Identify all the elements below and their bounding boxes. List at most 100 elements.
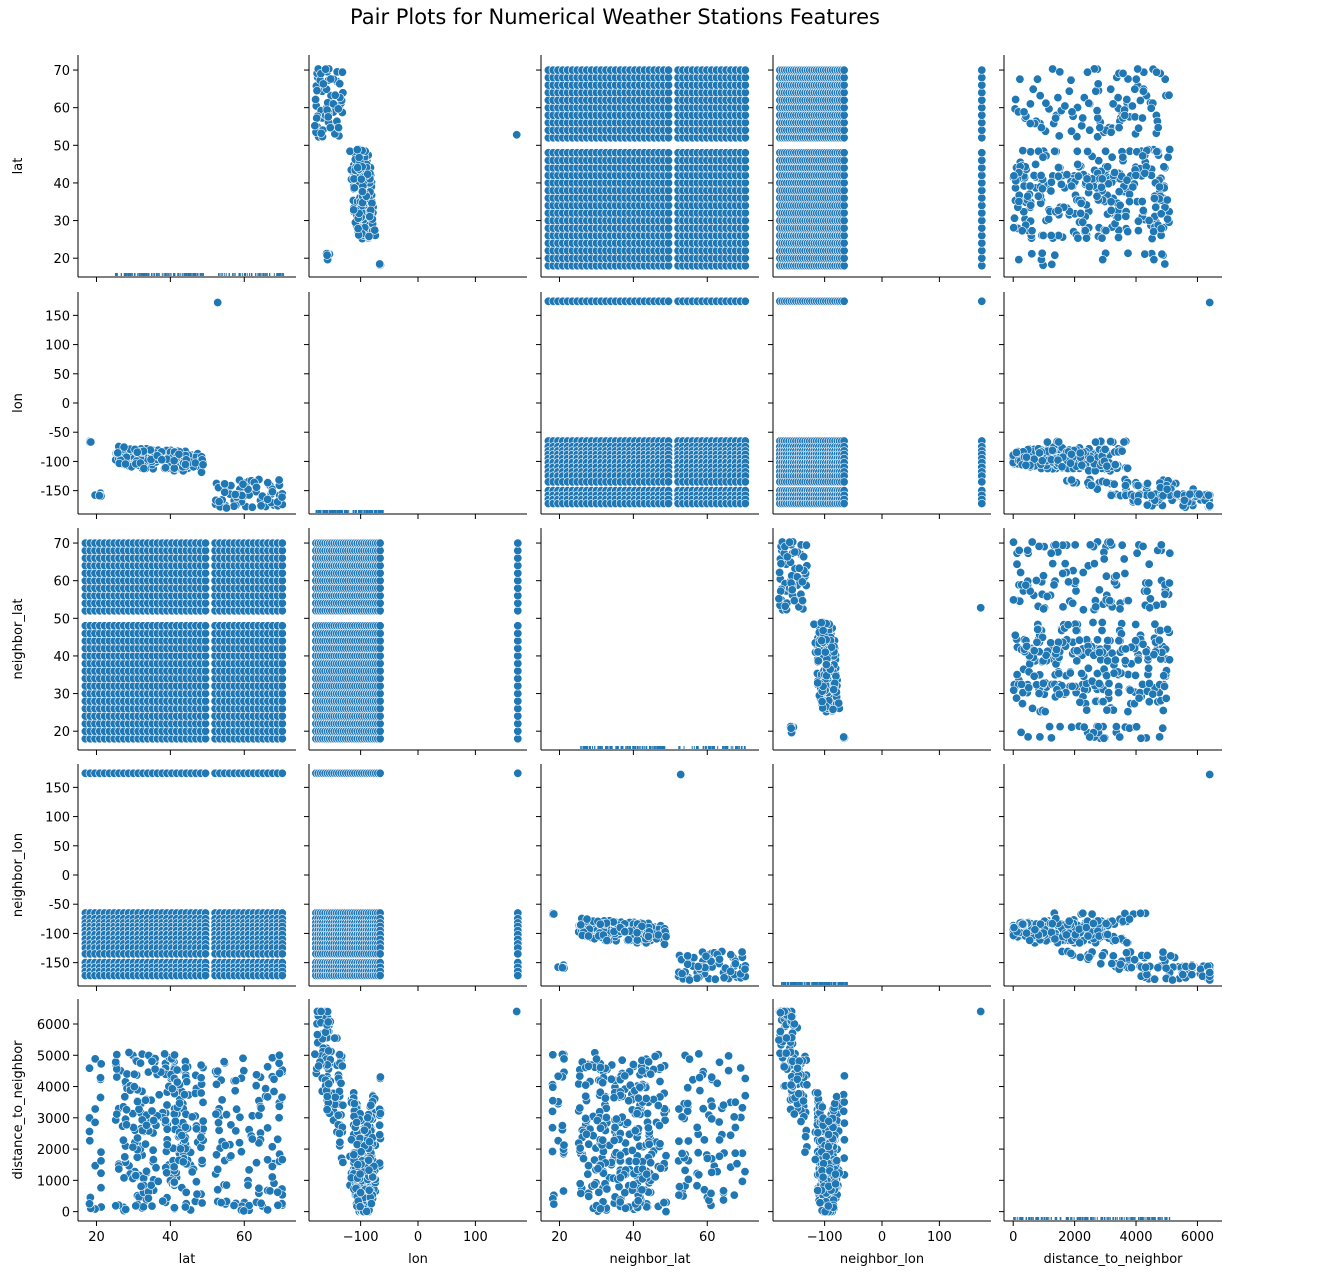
scatter-point xyxy=(353,224,363,234)
scatter-point xyxy=(1138,151,1148,161)
scatter-point xyxy=(1009,213,1019,223)
scatter-point xyxy=(1091,437,1101,447)
scatter-point xyxy=(839,65,849,75)
scatter-point xyxy=(139,463,149,473)
scatter-point xyxy=(312,86,322,96)
scatter-point xyxy=(663,253,673,263)
scatter-point xyxy=(839,261,849,271)
scatter-point xyxy=(663,125,673,135)
scatter-point xyxy=(1083,67,1093,77)
scatter-point xyxy=(663,498,673,508)
scatter-point xyxy=(740,186,750,196)
scatter-point xyxy=(263,494,273,504)
scatter-point xyxy=(1102,477,1112,487)
scatter-point xyxy=(1127,101,1137,111)
panel-points xyxy=(1008,297,1215,512)
scatter-point xyxy=(1025,181,1035,191)
scatter-point xyxy=(740,296,750,306)
scatter-point xyxy=(1138,206,1148,216)
scatter-point xyxy=(839,477,849,487)
scatter-point xyxy=(1122,95,1132,105)
scatter-point xyxy=(839,193,849,203)
scatter-point xyxy=(1051,113,1061,123)
scatter-point xyxy=(132,447,142,457)
y-tick-label: 50 xyxy=(53,368,70,383)
scatter-point xyxy=(1121,211,1131,221)
scatter-point xyxy=(839,178,849,188)
scatter-point xyxy=(1038,152,1048,162)
scatter-point xyxy=(1025,119,1035,129)
scatter-point xyxy=(222,503,232,513)
scatter-point xyxy=(663,148,673,158)
scatter-point xyxy=(977,170,987,180)
panel-points xyxy=(80,538,287,744)
scatter-point xyxy=(1073,233,1083,243)
y-tick-label: -100 xyxy=(40,455,70,470)
scatter-point xyxy=(86,437,96,447)
panel-points xyxy=(315,510,384,513)
scatter-point xyxy=(977,80,987,90)
scatter-point xyxy=(1014,255,1024,265)
panel-points xyxy=(1008,64,1175,270)
panel-points xyxy=(85,297,287,513)
scatter-point xyxy=(321,64,331,74)
scatter-point xyxy=(740,148,750,158)
scatter-point xyxy=(1140,249,1150,259)
scatter-point xyxy=(663,238,673,248)
scatter-point xyxy=(1114,123,1124,133)
scatter-point xyxy=(663,163,673,173)
scatter-point xyxy=(365,212,375,222)
scatter-point xyxy=(740,246,750,256)
scatter-point xyxy=(353,163,363,173)
scatter-point xyxy=(839,155,849,165)
scatter-point xyxy=(1156,224,1166,234)
scatter-point xyxy=(354,153,364,163)
scatter-point xyxy=(977,253,987,263)
scatter-point xyxy=(977,125,987,135)
scatter-point xyxy=(1107,152,1117,162)
scatter-point xyxy=(1073,159,1083,169)
scatter-point xyxy=(1122,175,1132,185)
scatter-point xyxy=(252,482,262,492)
panel-points xyxy=(114,273,285,276)
scatter-point xyxy=(977,246,987,256)
scatter-point xyxy=(1205,501,1215,511)
scatter-point xyxy=(1106,127,1116,137)
scatter-point xyxy=(977,193,987,203)
scatter-point xyxy=(740,216,750,226)
scatter-point xyxy=(740,80,750,90)
scatter-point xyxy=(1102,461,1112,471)
scatter-point xyxy=(839,208,849,218)
scatter-point xyxy=(197,467,207,477)
scatter-point xyxy=(1066,449,1076,459)
scatter-point xyxy=(1157,249,1167,259)
scatter-point xyxy=(663,110,673,120)
scatter-point xyxy=(839,95,849,105)
scatter-point xyxy=(839,216,849,226)
scatter-point xyxy=(1019,207,1029,217)
scatter-point xyxy=(663,103,673,113)
scatter-point xyxy=(740,477,750,487)
scatter-point xyxy=(977,238,987,248)
scatter-point xyxy=(1067,181,1077,191)
scatter-point xyxy=(213,297,223,307)
scatter-point xyxy=(663,118,673,128)
panel-points xyxy=(775,65,987,271)
scatter-point xyxy=(1057,462,1067,472)
scatter-point xyxy=(740,73,750,83)
scatter-point xyxy=(1123,248,1133,258)
scatter-point xyxy=(1054,131,1064,141)
y-tick-label: 100 xyxy=(45,339,70,354)
scatter-point xyxy=(740,193,750,203)
scatter-point xyxy=(1019,107,1029,117)
scatter-point xyxy=(1041,98,1051,108)
scatter-point xyxy=(1131,170,1141,180)
scatter-point xyxy=(1038,231,1048,241)
scatter-point xyxy=(839,201,849,211)
scatter-point xyxy=(1137,113,1147,123)
scatter-point xyxy=(839,88,849,98)
scatter-point xyxy=(161,463,171,473)
scatter-point xyxy=(977,95,987,105)
